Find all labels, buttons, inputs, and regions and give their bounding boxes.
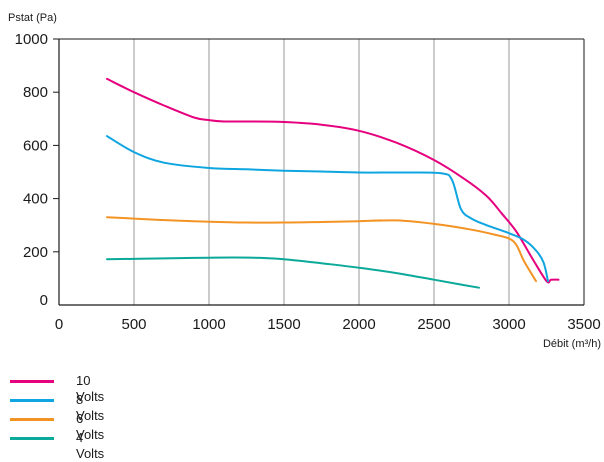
legend-swatch [10,380,54,383]
x-axis-label: Débit (m³/h) [543,338,601,350]
y-tick-label: 800 [23,84,48,101]
x-tick-label: 2500 [417,316,450,333]
x-tick-label: 3500 [567,316,600,333]
x-tick-label: 2000 [342,316,375,333]
series-line [106,77,560,284]
y-tick-label: 1000 [15,31,48,48]
legend-label: 10 Volts [76,373,105,404]
legend-swatch [10,437,54,440]
y-tick-label: 400 [23,191,48,208]
y-axis-label: Pstat (Pa) [8,12,57,24]
legend-swatch [10,399,54,402]
x-tick-label: 3000 [492,316,525,333]
legend-label: 8 Volts [76,392,105,423]
legend-label: 6 Volts [76,411,105,442]
y-tick-label: 200 [23,244,48,261]
series-line [106,256,480,289]
tick-labels: 0 500 1000 1500 2000 2500 3000 3500 0 200 400 600 80… [15,31,601,333]
x-tick-label: 500 [121,316,146,333]
x-tick-label: 1500 [267,316,300,333]
x-tick-label: 0 [55,316,63,333]
series-line [106,216,537,283]
series-line [106,135,549,283]
y-tick-label: 0 [40,292,48,309]
series-lines [106,77,560,289]
y-tick-label: 600 [23,137,48,154]
axes [53,38,585,306]
legend-swatch [10,418,54,421]
legend-label: 4 Volts [76,430,105,461]
line-chart: 0 500 1000 1500 2000 2500 3000 3500 0 200 400 600 80… [8,12,601,350]
x-tick-label: 1000 [192,316,225,333]
